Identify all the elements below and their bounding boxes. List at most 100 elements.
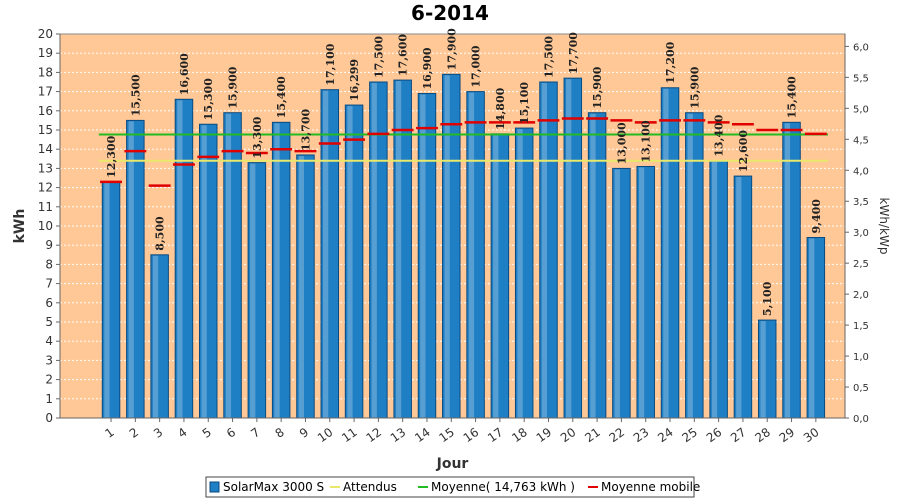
data-label: 15,400 bbox=[786, 76, 799, 118]
bar-series bbox=[101, 73, 826, 419]
y-tick-label: 19 bbox=[38, 46, 53, 60]
data-label: 15,900 bbox=[227, 66, 240, 108]
y-tick-label: 20 bbox=[38, 27, 53, 41]
data-label: 5,100 bbox=[761, 281, 774, 316]
data-label: 13,700 bbox=[299, 109, 312, 151]
bar bbox=[344, 104, 364, 419]
y-tick-label: 13 bbox=[38, 161, 53, 175]
bar bbox=[296, 154, 315, 419]
bar-highlight bbox=[517, 129, 523, 418]
y-tick-label: 2 bbox=[45, 373, 53, 387]
bar bbox=[223, 112, 242, 419]
data-label: 16,900 bbox=[421, 47, 434, 89]
y2-tick-label: 2,0 bbox=[853, 290, 869, 301]
legend-label: Moyenne( 14,763 kWh ) bbox=[431, 480, 575, 494]
legend-label: SolarMax 3000 S bbox=[223, 480, 324, 494]
data-label: 12,300 bbox=[105, 135, 118, 177]
y-tick-label: 4 bbox=[45, 334, 53, 348]
data-label: 13,300 bbox=[251, 116, 264, 158]
data-label: 16,600 bbox=[178, 53, 191, 95]
y-tick-label: 16 bbox=[38, 104, 53, 118]
bar-highlight bbox=[760, 321, 766, 418]
data-label: 15,300 bbox=[202, 78, 215, 120]
y-tick-label: 9 bbox=[45, 238, 53, 252]
data-label: 17,100 bbox=[324, 43, 337, 85]
data-label: 17,200 bbox=[664, 41, 677, 83]
bar bbox=[466, 91, 485, 419]
legend-label: Attendus bbox=[343, 480, 397, 494]
chart-title: 6-2014 bbox=[411, 1, 489, 25]
bar bbox=[442, 73, 461, 419]
y-tick-label: 15 bbox=[38, 123, 53, 137]
bar-highlight bbox=[323, 90, 329, 419]
y2-tick-label: 1,0 bbox=[853, 352, 869, 363]
y-tick-label: 0 bbox=[45, 411, 53, 425]
data-label: 9,400 bbox=[810, 199, 823, 234]
y-tick-label: 8 bbox=[45, 257, 53, 271]
data-label: 15,500 bbox=[129, 74, 142, 116]
bar bbox=[271, 121, 291, 419]
bar-highlight bbox=[541, 83, 547, 418]
y-tick-label: 10 bbox=[38, 219, 53, 233]
bar-highlight bbox=[201, 125, 207, 419]
y-tick-label: 11 bbox=[38, 200, 53, 214]
data-label: 12,600 bbox=[737, 130, 750, 172]
y2-tick-label: 5,5 bbox=[853, 73, 869, 84]
y-tick-label: 14 bbox=[38, 142, 53, 156]
data-label: 14,800 bbox=[494, 87, 507, 129]
data-label: 17,700 bbox=[567, 32, 580, 74]
bar bbox=[733, 175, 753, 419]
y-tick-label: 12 bbox=[38, 181, 53, 195]
legend-label: Moyenne mobile bbox=[601, 480, 700, 494]
bar bbox=[101, 181, 121, 419]
data-label: 13,000 bbox=[615, 122, 628, 164]
y2-tick-label: 6,0 bbox=[853, 42, 869, 53]
bar bbox=[174, 98, 194, 419]
data-label: 16,299 bbox=[348, 59, 361, 101]
bar-highlight bbox=[177, 100, 183, 418]
bar bbox=[636, 165, 655, 419]
bar-highlight bbox=[468, 92, 475, 418]
legend-item: Attendus bbox=[330, 480, 397, 494]
bar-highlight bbox=[663, 88, 669, 418]
bar-highlight bbox=[250, 163, 256, 418]
data-label: 17,500 bbox=[542, 36, 555, 78]
data-label: 15,900 bbox=[591, 66, 604, 108]
data-label: 17,600 bbox=[397, 34, 410, 76]
data-label: 17,900 bbox=[445, 28, 458, 70]
bar-highlight bbox=[784, 123, 791, 418]
bar-highlight bbox=[152, 255, 159, 418]
data-label: 15,100 bbox=[518, 82, 531, 124]
bar-highlight bbox=[638, 167, 645, 418]
y2-tick-label: 0,0 bbox=[853, 414, 869, 425]
bar bbox=[563, 77, 583, 419]
y2-tick-label: 3,5 bbox=[853, 197, 869, 208]
bar-highlight bbox=[711, 161, 718, 418]
bar bbox=[782, 121, 801, 419]
bar-highlight bbox=[225, 113, 232, 418]
bar bbox=[417, 93, 437, 419]
bar-highlight bbox=[687, 113, 693, 418]
y2-tick-label: 0,5 bbox=[853, 383, 869, 394]
bar-highlight bbox=[614, 169, 620, 418]
bar-highlight bbox=[590, 113, 596, 418]
legend-box bbox=[205, 476, 695, 498]
bar bbox=[709, 160, 728, 419]
bar bbox=[685, 112, 704, 419]
data-label: 15,400 bbox=[275, 76, 288, 118]
bar-highlight bbox=[566, 79, 572, 418]
y2-tick-label: 4,0 bbox=[853, 166, 869, 177]
bar-highlight bbox=[347, 106, 353, 418]
y2-tick-label: 5,0 bbox=[853, 104, 869, 115]
data-label: 17,000 bbox=[470, 45, 483, 87]
bar bbox=[757, 319, 777, 419]
bar bbox=[490, 133, 510, 419]
y2-axis: 0,0 0,5 1,0 1,5 2,0 2,5 3,0 3,5 4,0 4,5 5,0 5,5 6,0 bbox=[844, 34, 869, 425]
x-axis-label: Jour bbox=[436, 456, 469, 472]
y2-tick-label: 3,0 bbox=[853, 228, 869, 239]
data-labels: 12,300 15,500 8,500 16,600 15,300 15,900 13,30… bbox=[105, 28, 823, 316]
y-tick-label: 3 bbox=[45, 353, 53, 367]
bar bbox=[612, 167, 631, 419]
data-label: 8,500 bbox=[154, 216, 167, 251]
